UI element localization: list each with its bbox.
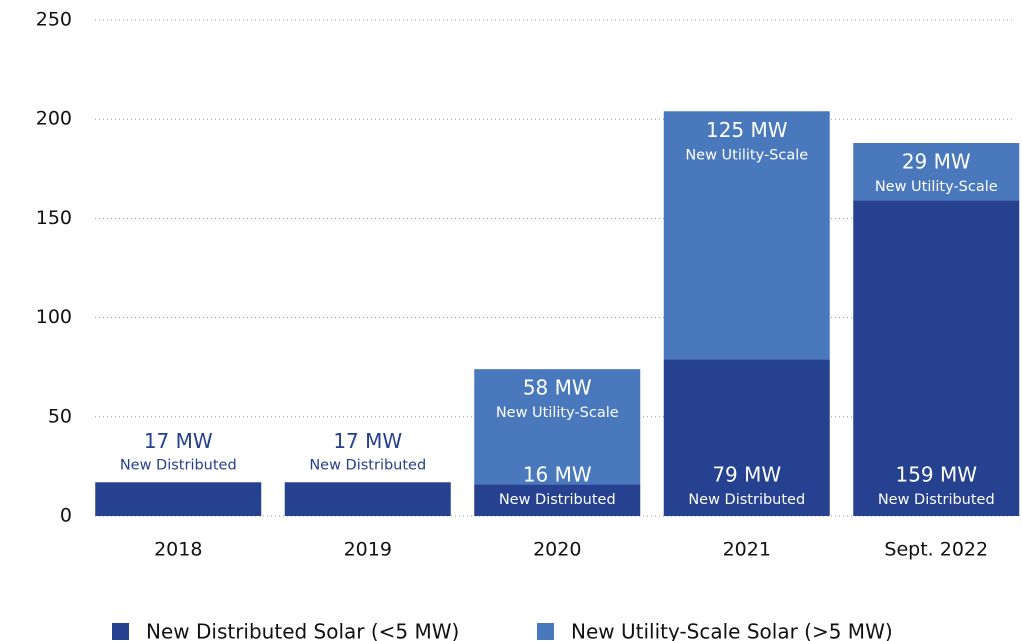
bar-segment	[663, 111, 830, 360]
bar-segment	[853, 143, 1020, 201]
x-tick-label: 2018	[154, 539, 202, 561]
bar-segment	[853, 200, 1020, 516]
segment-label: New Utility-Scale	[685, 147, 808, 163]
x-tick-label: 2021	[723, 539, 771, 561]
value-label: 125 MW	[706, 118, 788, 142]
y-tick-label: 200	[36, 108, 72, 130]
legend-swatch	[112, 623, 129, 640]
segment-label: New Distributed	[688, 492, 805, 508]
value-label: 16 MW	[523, 463, 592, 487]
value-label: 58 MW	[523, 376, 592, 400]
x-tick-label: Sept. 2022	[884, 539, 988, 561]
value-label: 17 MW	[144, 429, 213, 453]
value-label: 159 MW	[895, 463, 977, 487]
segment-label: New Utility-Scale	[496, 405, 619, 421]
y-tick-label: 0	[60, 505, 72, 527]
value-label: 17 MW	[333, 429, 402, 453]
y-tick-label: 100	[36, 306, 72, 328]
y-tick-label: 250	[36, 9, 72, 31]
x-tick-label: 2019	[344, 539, 392, 561]
segment-label: New Distributed	[878, 492, 995, 508]
x-tick-label: 2020	[533, 539, 581, 561]
segment-label: New Distributed	[499, 492, 616, 508]
y-tick-label: 50	[48, 405, 72, 427]
segment-label: New Distributed	[309, 457, 426, 473]
bar-segment	[95, 482, 262, 516]
value-label: 79 MW	[712, 463, 781, 487]
segment-label: New Utility-Scale	[875, 179, 998, 195]
bar-segment	[284, 482, 451, 516]
legend-swatch	[537, 623, 554, 640]
bar-segment	[663, 359, 830, 516]
bar-segment	[474, 369, 641, 485]
value-label: 29 MW	[902, 150, 971, 174]
y-tick-label: 150	[36, 207, 72, 229]
legend-label: New Distributed Solar (<5 MW)	[146, 620, 459, 641]
bar-segment	[474, 484, 641, 516]
legend-label: New Utility-Scale Solar (>5 MW)	[571, 620, 893, 641]
segment-label: New Distributed	[120, 457, 237, 473]
